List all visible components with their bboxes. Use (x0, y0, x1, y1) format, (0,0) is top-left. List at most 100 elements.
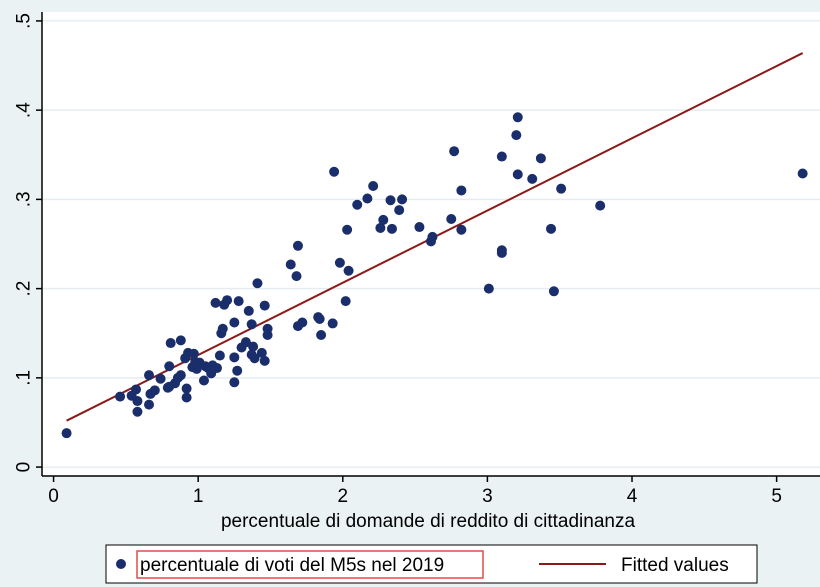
scatter-point (511, 130, 522, 141)
scatter-point (149, 385, 160, 396)
scatter-point (496, 151, 507, 162)
scatter-point (259, 300, 270, 311)
scatter-point (394, 205, 405, 216)
scatter-point (229, 352, 240, 363)
legend-label-fitted: Fitted values (621, 555, 729, 576)
scatter-point (181, 392, 192, 403)
scatter-point (246, 319, 257, 330)
scatter-point (527, 173, 538, 184)
legend-label-scatter: percentuale di voti del M5s nel 2019 (140, 555, 444, 576)
scatter-point (340, 296, 351, 307)
scatter-point (427, 231, 438, 242)
x-tick-label: 2 (337, 486, 348, 507)
x-tick-label: 5 (771, 486, 782, 507)
y-tick-label: .5 (14, 13, 35, 29)
x-axis-title: percentuale di domande di reddito di cit… (221, 511, 635, 532)
scatter-point (155, 373, 166, 384)
y-tick-label: .2 (14, 281, 35, 297)
scatter-point (61, 428, 72, 439)
scatter-point (217, 323, 228, 334)
scatter-point (556, 183, 567, 194)
scatter-point (483, 283, 494, 294)
scatter-point (256, 347, 267, 358)
grid-lines (42, 20, 820, 468)
x-tick-label: 1 (193, 486, 204, 507)
scatter-point (175, 370, 186, 381)
scatter-point (233, 296, 244, 307)
scatter-point (342, 224, 353, 235)
scatter-point (297, 317, 308, 328)
scatter-point (512, 169, 523, 180)
y-tick-label: .1 (14, 370, 35, 386)
scatter-point (496, 245, 507, 256)
scatter-point (210, 297, 221, 308)
scatter-point (240, 337, 251, 348)
scatter-point (175, 335, 186, 346)
scatter-point (164, 361, 175, 372)
y-tick-label: .3 (14, 191, 35, 207)
axis-ticks: 0 .1 .2 .3 .4 .5 0 1 2 3 4 5 (14, 13, 782, 507)
scatter-point (115, 391, 126, 402)
scatter-points (61, 112, 808, 439)
scatter-point (198, 375, 209, 386)
scatter-point (248, 341, 259, 352)
scatter-point (232, 365, 243, 376)
scatter-point (243, 305, 254, 316)
scatter-point (375, 222, 386, 233)
x-tick-label: 4 (627, 486, 638, 507)
scatter-point (132, 406, 143, 417)
scatter-point (368, 181, 379, 191)
scatter-point (546, 223, 557, 234)
scatter-point (595, 200, 606, 211)
scatter-point (548, 286, 559, 297)
scatter-point (211, 363, 222, 374)
scatter-point (446, 214, 457, 225)
scatter-point (414, 222, 425, 233)
scatter-point (449, 146, 460, 157)
scatter-point (385, 195, 396, 206)
scatter-point (316, 330, 327, 341)
legend-marker-scatter (116, 559, 126, 569)
scatter-point (249, 353, 260, 364)
scatter-point (262, 323, 273, 334)
scatter-point (214, 350, 225, 361)
scatter-point (535, 153, 546, 164)
scatter-point (797, 168, 808, 179)
scatter-point (252, 278, 263, 289)
scatter-point (291, 271, 302, 282)
scatter-point (456, 224, 467, 235)
scatter-point (130, 384, 141, 395)
scatter-point (132, 396, 143, 407)
x-tick-label: 0 (48, 486, 59, 507)
scatter-point (314, 313, 325, 324)
scatter-point (229, 317, 240, 328)
scatter-point (327, 318, 338, 329)
scatter-point (378, 214, 389, 225)
scatter-point (512, 112, 523, 123)
scatter-point (144, 370, 155, 381)
scatter-point (343, 265, 354, 276)
scatter-point (397, 194, 408, 205)
scatter-point (456, 185, 467, 196)
scatter-point (285, 259, 296, 270)
scatter-point (165, 338, 176, 349)
scatter-point (362, 193, 373, 204)
scatter-point (292, 240, 303, 251)
scatter-point (334, 257, 345, 268)
scatter-point (329, 166, 340, 177)
scatter-point (181, 383, 192, 394)
scatter-point (188, 348, 199, 359)
y-tick-label: 0 (14, 462, 35, 473)
scatter-point (386, 223, 397, 234)
y-tick-label: .4 (14, 102, 35, 118)
scatter-point (222, 295, 233, 306)
scatter-point (229, 377, 240, 388)
scatter-point (144, 399, 155, 410)
legend: percentuale di voti del M5s nel 2019 Fit… (105, 544, 758, 584)
scatter-point (352, 199, 363, 210)
x-tick-label: 3 (482, 486, 493, 507)
legend-label-highlight (136, 550, 484, 579)
scatter-point (259, 355, 270, 366)
